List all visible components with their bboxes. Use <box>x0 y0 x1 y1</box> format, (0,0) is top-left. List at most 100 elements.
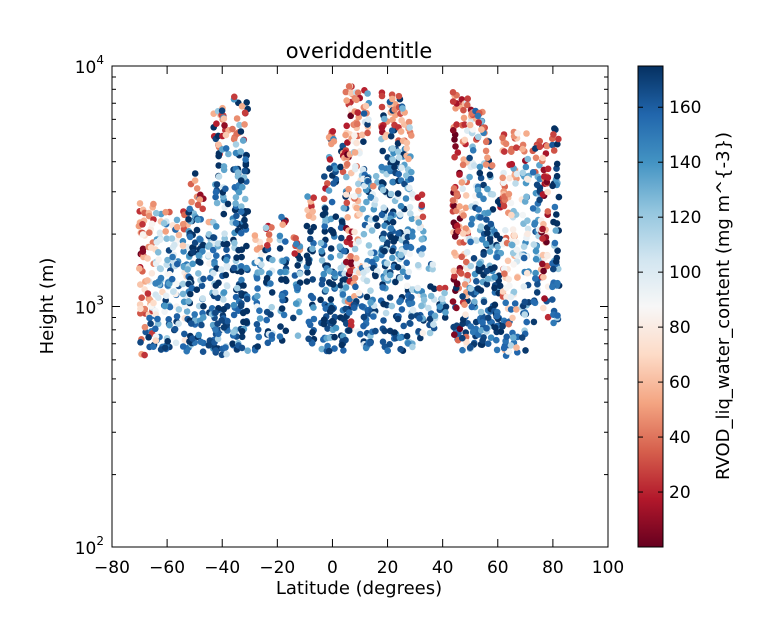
data-point <box>258 250 265 258</box>
data-point <box>212 193 219 201</box>
data-point <box>262 224 270 232</box>
data-point <box>195 252 203 259</box>
data-point <box>218 317 225 324</box>
data-point <box>518 334 526 341</box>
data-point <box>277 268 284 276</box>
data-point <box>449 197 457 204</box>
data-point <box>347 267 354 275</box>
y-tick-label: 104 <box>75 53 104 78</box>
data-point <box>188 320 195 327</box>
data-point <box>319 211 327 219</box>
data-point <box>331 333 338 341</box>
data-point <box>241 195 249 203</box>
y-tick-label: 103 <box>75 294 104 319</box>
data-point <box>451 331 458 339</box>
data-point <box>397 345 404 353</box>
data-point <box>343 160 351 168</box>
data-point <box>420 296 428 304</box>
data-point <box>345 185 352 193</box>
data-point <box>179 343 187 350</box>
data-point <box>191 177 199 184</box>
data-point <box>243 99 250 106</box>
data-point <box>457 270 465 277</box>
data-point <box>392 278 399 286</box>
data-point <box>254 343 261 350</box>
x-axis-ticks: −80 −60 −40 −20 0 20 40 60 80 100 <box>94 66 624 578</box>
data-point <box>453 121 460 128</box>
data-point <box>372 215 380 222</box>
data-point <box>466 154 473 162</box>
data-point <box>476 260 483 268</box>
data-point <box>343 122 351 130</box>
data-point <box>524 155 532 163</box>
data-point <box>372 172 380 180</box>
data-point <box>154 315 161 323</box>
x-tick-label: 0 <box>327 558 338 578</box>
data-point <box>484 154 491 161</box>
data-point <box>502 227 509 234</box>
data-point <box>449 89 457 96</box>
data-point <box>379 186 387 194</box>
data-point <box>152 209 160 217</box>
data-point <box>388 127 396 134</box>
data-point <box>137 305 144 313</box>
x-tick-label: −80 <box>94 558 130 578</box>
data-point <box>309 329 316 336</box>
data-point <box>387 132 395 140</box>
data-point <box>369 258 376 266</box>
data-point <box>243 319 250 326</box>
data-point <box>539 235 546 242</box>
data-point <box>508 211 515 219</box>
data-point <box>436 284 443 292</box>
data-point <box>403 282 411 290</box>
data-point <box>324 325 331 332</box>
data-point <box>329 317 336 325</box>
data-point <box>506 282 513 290</box>
data-point <box>519 169 527 177</box>
data-point <box>258 261 265 269</box>
data-point <box>212 309 219 317</box>
data-point <box>365 116 372 123</box>
data-point <box>338 341 346 349</box>
data-point <box>383 260 391 267</box>
data-point <box>206 274 214 282</box>
data-point <box>467 285 475 292</box>
colorbar-label: RVOD_liq_water_content (mg m^{-3}) <box>713 132 734 480</box>
data-point <box>405 155 412 163</box>
data-point <box>533 181 541 189</box>
data-point <box>195 270 202 277</box>
data-point <box>223 240 231 248</box>
data-point <box>484 314 492 322</box>
data-point <box>342 284 350 291</box>
data-point <box>233 212 240 220</box>
data-point <box>197 259 204 266</box>
data-point <box>339 168 347 176</box>
data-point <box>184 266 191 273</box>
data-point <box>483 280 491 288</box>
data-point <box>406 184 413 192</box>
data-point <box>409 190 416 198</box>
data-point <box>540 267 547 275</box>
data-point <box>360 138 367 145</box>
data-point <box>191 239 199 246</box>
data-point <box>198 321 205 329</box>
data-point <box>367 193 375 201</box>
data-point <box>469 328 477 336</box>
data-point <box>532 247 540 255</box>
data-point <box>397 128 405 135</box>
data-point <box>213 181 221 188</box>
data-point <box>263 316 271 324</box>
data-point <box>139 231 147 238</box>
data-point <box>220 115 228 122</box>
data-point <box>496 282 504 290</box>
data-point <box>337 163 344 171</box>
data-point <box>523 269 531 277</box>
x-tick-label: 100 <box>592 558 624 578</box>
data-point <box>238 246 246 253</box>
data-point <box>461 281 469 288</box>
data-point <box>345 309 353 316</box>
data-point <box>363 277 371 285</box>
data-point <box>199 241 207 249</box>
data-point <box>502 140 510 148</box>
data-point <box>459 346 466 354</box>
